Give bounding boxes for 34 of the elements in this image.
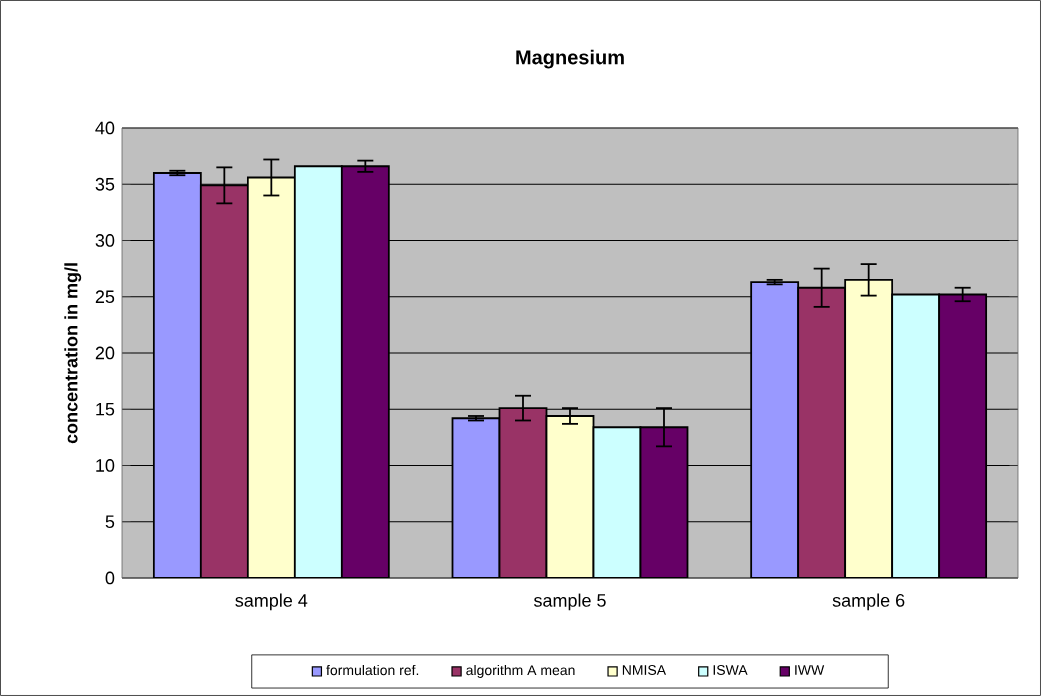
y-tick-label: 30 [95,234,115,247]
y-tick-label: 15 [96,402,115,416]
y-tick-label: 25 [95,290,115,304]
bar [593,427,641,578]
bar [246,176,296,578]
bar [199,184,249,578]
x-tick-label: sample 4 [235,593,308,611]
bar [546,415,594,578]
bar [891,293,941,578]
x-tick-label: sample 6 [832,593,905,611]
legend-label: NMISA [622,665,667,675]
bar [452,418,500,578]
y-tick-label: 35 [95,177,115,191]
x-tick-label: sample 5 [533,593,606,611]
bar [293,165,343,578]
y-tick-label: 0 [105,571,115,585]
y-tick-label: 5 [105,515,115,529]
y-axis-title: concentration in mg/l [64,263,82,444]
bar [499,408,547,578]
y-tick-label: 20 [95,346,115,360]
bar [938,293,988,578]
bar [640,427,688,578]
bar [797,286,847,578]
chart-title: Magnesium [516,49,624,69]
y-tick-label: 40 [95,121,115,135]
bar [152,172,202,578]
legend-label: formulation ref. [326,664,419,676]
bar [340,165,390,578]
legend-label: algorithm A mean [466,664,575,678]
legend-label: ISWA [713,665,748,675]
legend-label: IWW [795,665,825,675]
bar [750,281,800,578]
bar [844,278,894,578]
y-tick-label: 10 [96,459,115,472]
